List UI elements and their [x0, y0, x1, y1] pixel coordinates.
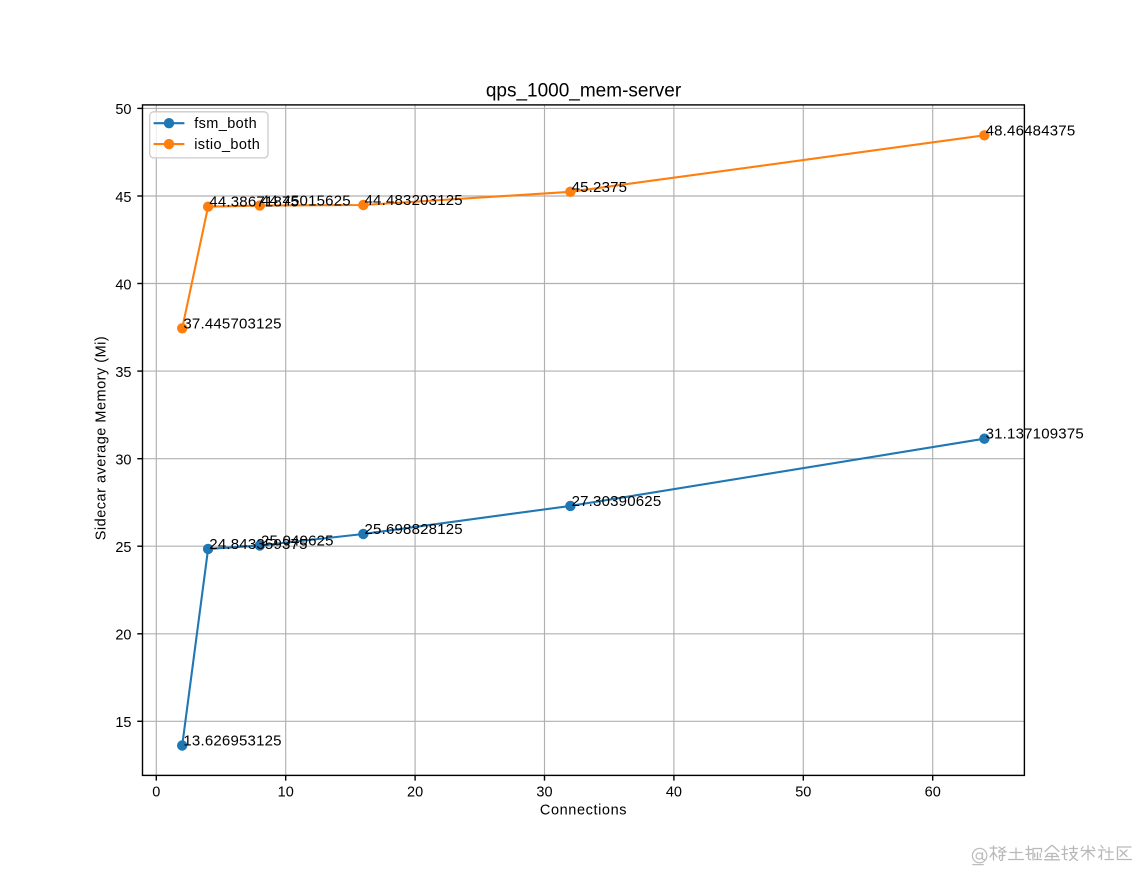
svg-text:Connections: Connections — [540, 803, 627, 819]
svg-text:15: 15 — [115, 715, 131, 731]
svg-text:45.2375: 45.2375 — [572, 179, 628, 196]
svg-text:48.46484375: 48.46484375 — [986, 122, 1076, 139]
svg-text:istio_both: istio_both — [194, 137, 260, 153]
svg-text:37.445703125: 37.445703125 — [183, 315, 281, 332]
svg-text:30: 30 — [536, 785, 552, 801]
svg-text:24.843359375: 24.843359375 — [209, 536, 307, 553]
svg-text:40: 40 — [666, 785, 682, 801]
svg-text:50: 50 — [795, 785, 811, 801]
svg-text:qps_1000_mem-server: qps_1000_mem-server — [486, 81, 682, 102]
svg-text:10: 10 — [278, 785, 294, 801]
svg-text:Sidecar average Memory (Mi): Sidecar average Memory (Mi) — [94, 336, 110, 540]
svg-text:50: 50 — [115, 102, 131, 118]
svg-text:20: 20 — [407, 785, 423, 801]
svg-text:44.45015625: 44.45015625 — [261, 193, 351, 210]
svg-text:31.137109375: 31.137109375 — [986, 426, 1084, 443]
svg-text:60: 60 — [925, 785, 941, 801]
svg-text:44.483203125: 44.483203125 — [365, 192, 463, 209]
svg-text:25: 25 — [115, 540, 131, 556]
svg-text:25.040625: 25.040625 — [261, 533, 334, 550]
svg-text:35: 35 — [115, 365, 131, 381]
svg-text:20: 20 — [115, 628, 131, 644]
svg-text:44.38671875: 44.38671875 — [209, 194, 299, 211]
svg-text:0: 0 — [152, 785, 160, 801]
svg-text:30: 30 — [115, 453, 131, 469]
svg-text:27.30390625: 27.30390625 — [572, 493, 662, 510]
svg-text:40: 40 — [115, 277, 131, 293]
svg-text:13.626953125: 13.626953125 — [183, 733, 281, 750]
svg-text:25.698828125: 25.698828125 — [365, 521, 463, 538]
svg-text:fsm_both: fsm_both — [194, 116, 257, 132]
svg-text:45: 45 — [115, 190, 131, 206]
